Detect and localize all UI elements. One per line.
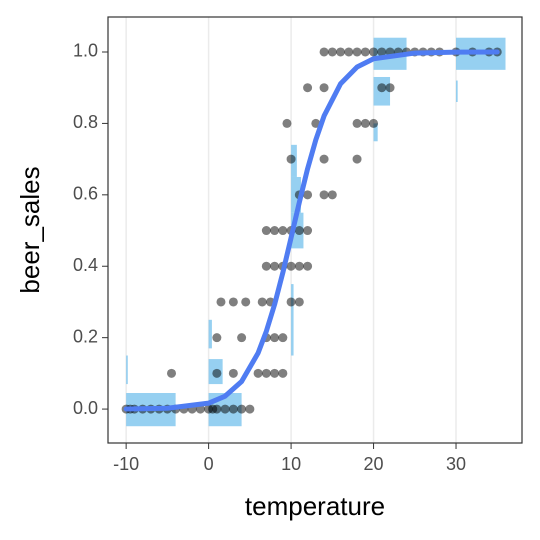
point: [216, 297, 226, 307]
point: [212, 404, 222, 414]
point: [327, 47, 337, 57]
point: [261, 368, 271, 378]
x-tick-label: -10: [113, 454, 139, 474]
point: [261, 226, 271, 236]
point: [344, 47, 354, 57]
point: [241, 297, 251, 307]
point: [319, 83, 329, 93]
fit-curve: [123, 49, 500, 412]
point: [319, 190, 329, 200]
point: [336, 47, 346, 57]
point: [303, 83, 313, 93]
y-axis-title: beer_sales: [15, 166, 45, 293]
point: [352, 118, 362, 128]
point: [377, 47, 387, 57]
point: [228, 297, 238, 307]
point: [286, 261, 296, 271]
point: [303, 261, 313, 271]
point: [228, 368, 238, 378]
point: [270, 368, 280, 378]
point: [319, 154, 329, 164]
point: [352, 47, 362, 57]
tile: [291, 284, 294, 356]
point: [278, 368, 288, 378]
point: [278, 226, 288, 236]
point: [220, 404, 230, 414]
point: [228, 404, 238, 414]
x-axis-title: temperature: [245, 491, 385, 521]
y-tick-label: 0.8: [73, 112, 98, 132]
tile: [126, 355, 128, 385]
point: [286, 297, 296, 307]
point: [327, 190, 337, 200]
y-tick-label: 0.2: [73, 326, 98, 346]
point: [270, 226, 280, 236]
point: [286, 154, 296, 164]
point: [319, 47, 329, 57]
y-tick-label: 0.0: [73, 398, 98, 418]
tile: [208, 319, 212, 349]
point: [270, 261, 280, 271]
point: [212, 333, 222, 343]
point: [294, 261, 304, 271]
point: [377, 83, 387, 93]
point: [360, 118, 370, 128]
tile: [456, 80, 458, 102]
point: [167, 368, 177, 378]
point: [245, 404, 255, 414]
point: [369, 118, 379, 128]
point: [294, 226, 304, 236]
point: [237, 333, 247, 343]
tile: [373, 123, 378, 142]
panel-border: [107, 16, 523, 444]
y-tick-label: 0.6: [73, 184, 98, 204]
point: [303, 226, 313, 236]
x-tick-label: 0: [204, 454, 214, 474]
point: [360, 47, 370, 57]
point: [261, 261, 271, 271]
x-tick-label: 10: [281, 454, 301, 474]
point: [385, 83, 395, 93]
point: [303, 190, 313, 200]
point: [237, 404, 247, 414]
y-tick-label: 1.0: [73, 41, 98, 61]
y-tick-label: 0.4: [73, 255, 98, 275]
point: [212, 368, 222, 378]
point: [270, 333, 280, 343]
x-tick-label: 20: [364, 454, 384, 474]
point: [282, 118, 292, 128]
point: [253, 368, 263, 378]
point: [352, 154, 362, 164]
point: [294, 297, 304, 307]
point: [369, 47, 379, 57]
point: [278, 333, 288, 343]
point: [257, 297, 267, 307]
x-tick-label: 30: [446, 454, 466, 474]
